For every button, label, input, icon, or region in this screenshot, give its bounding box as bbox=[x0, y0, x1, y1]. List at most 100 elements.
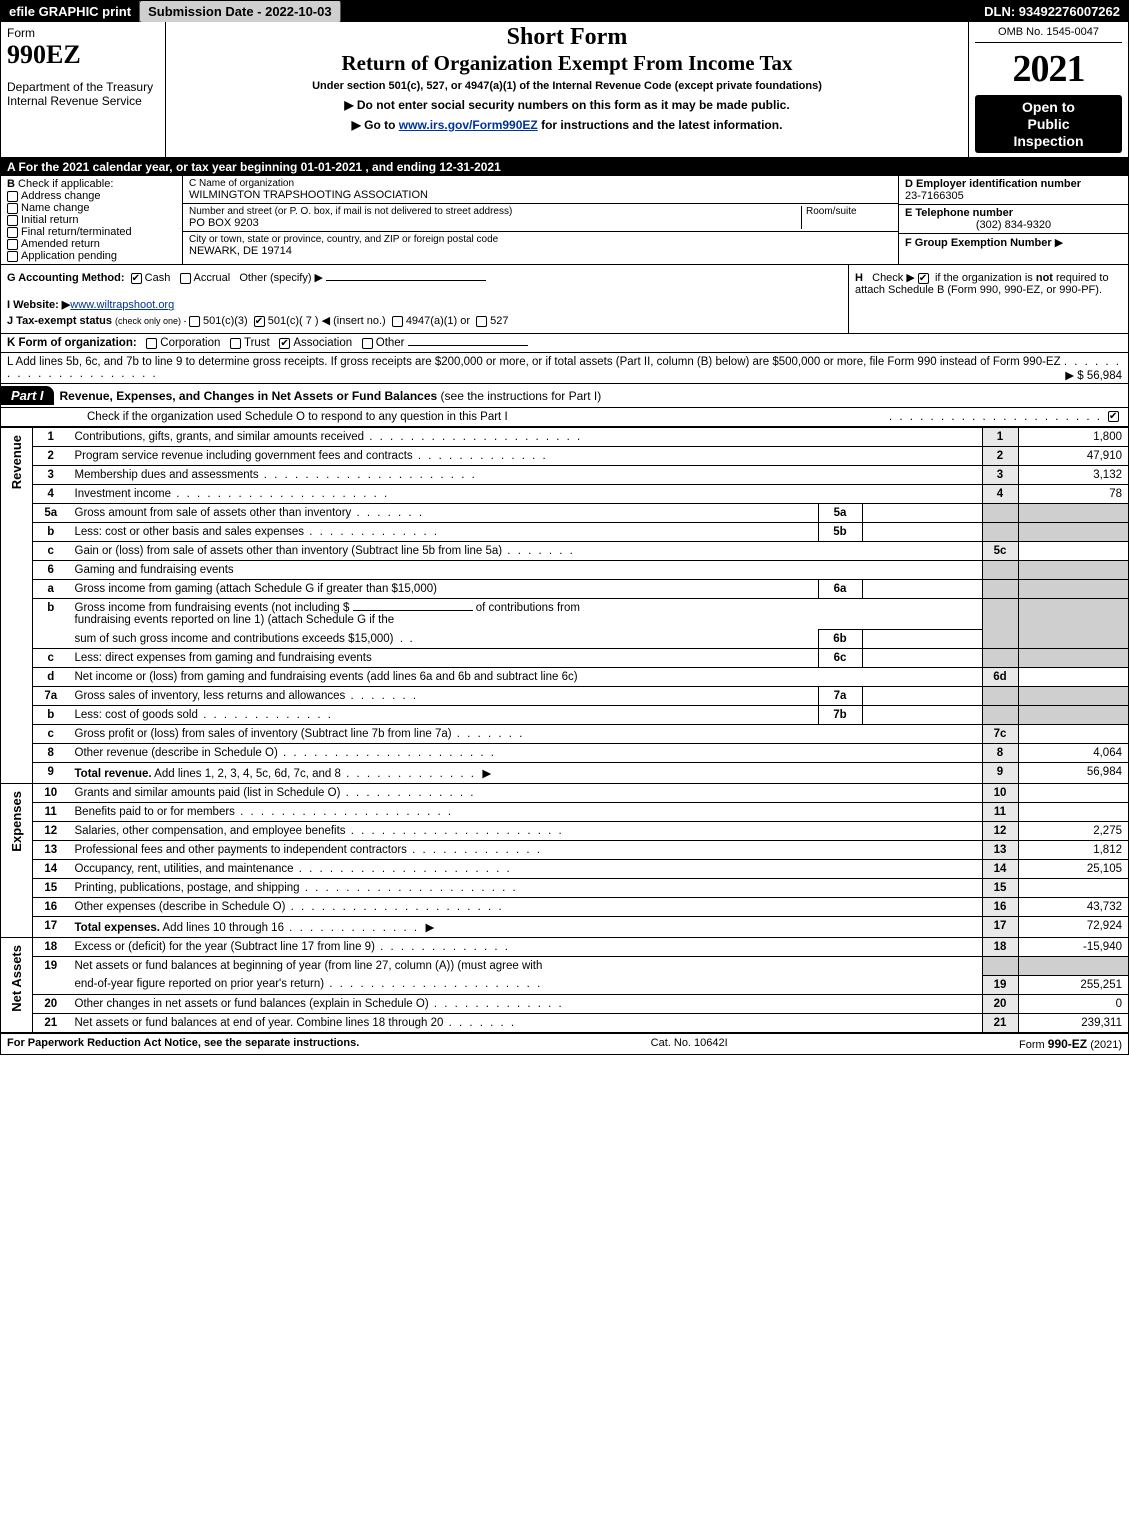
goto-line: ▶ Go to www.irs.gov/Form990EZ for instru… bbox=[172, 118, 962, 132]
cat-no: Cat. No. 10642I bbox=[651, 1037, 728, 1051]
check-other-org[interactable] bbox=[362, 338, 373, 349]
check-schedule-b[interactable] bbox=[918, 273, 929, 284]
amt-15 bbox=[1018, 879, 1128, 898]
org-name: WILMINGTON TRAPSHOOTING ASSOCIATION bbox=[189, 189, 892, 201]
row-l: L Add lines 5b, 6c, and 7b to line 9 to … bbox=[1, 353, 1128, 383]
amt-8: 4,064 bbox=[1018, 744, 1128, 763]
amt-3: 3,132 bbox=[1018, 466, 1128, 485]
check-address-change[interactable] bbox=[7, 191, 18, 202]
row-a-tax-year: A For the 2021 calendar year, or tax yea… bbox=[1, 158, 1128, 176]
open-to-public: Open to Public Inspection bbox=[975, 95, 1122, 153]
check-cash[interactable] bbox=[131, 273, 142, 284]
irs-link[interactable]: www.irs.gov/Form990EZ bbox=[399, 118, 538, 132]
side-expenses: Expenses bbox=[7, 787, 26, 856]
header-left: Form 990EZ Department of the Treasury In… bbox=[1, 22, 166, 157]
check-4947[interactable] bbox=[392, 316, 403, 327]
page-footer: For Paperwork Reduction Act Notice, see … bbox=[1, 1033, 1128, 1054]
col-def: D Employer identification number 23-7166… bbox=[898, 176, 1128, 264]
amt-7a bbox=[862, 687, 982, 706]
top-bar: efile GRAPHIC print Submission Date - 20… bbox=[1, 1, 1128, 22]
amt-12: 2,275 bbox=[1018, 822, 1128, 841]
row-k: K Form of organization: Corporation Trus… bbox=[1, 334, 1128, 353]
check-association[interactable] bbox=[279, 338, 290, 349]
main-table: Revenue 1 Contributions, gifts, grants, … bbox=[1, 427, 1128, 1033]
ein: 23-7166305 bbox=[905, 190, 1122, 202]
omb-number: OMB No. 1545-0047 bbox=[975, 26, 1122, 43]
check-accrual[interactable] bbox=[180, 273, 191, 284]
j-tax-exempt: J Tax-exempt status (check only one) - 5… bbox=[7, 314, 842, 327]
form-number: 990EZ bbox=[7, 40, 159, 70]
amt-11 bbox=[1018, 803, 1128, 822]
irs: Internal Revenue Service bbox=[7, 94, 159, 108]
side-net-assets: Net Assets bbox=[7, 941, 26, 1016]
section-gh: G Accounting Method: Cash Accrual Other … bbox=[1, 265, 1128, 334]
amt-4: 78 bbox=[1018, 485, 1128, 504]
amt-14: 25,105 bbox=[1018, 860, 1128, 879]
header-mid: Short Form Return of Organization Exempt… bbox=[166, 22, 968, 157]
col-b-checkboxes: B Check if applicable: Address change Na… bbox=[1, 176, 183, 264]
amt-5c bbox=[1018, 542, 1128, 561]
check-corporation[interactable] bbox=[146, 338, 157, 349]
amt-10 bbox=[1018, 784, 1128, 803]
check-name-change[interactable] bbox=[7, 203, 18, 214]
amt-16: 43,732 bbox=[1018, 898, 1128, 917]
part-1-check-row: Check if the organization used Schedule … bbox=[1, 408, 1128, 427]
amt-20: 0 bbox=[1018, 994, 1128, 1013]
short-form-title: Short Form bbox=[172, 24, 962, 51]
amt-6c bbox=[862, 649, 982, 668]
fundraising-amt-input[interactable] bbox=[353, 610, 473, 611]
amt-19: 255,251 bbox=[1018, 975, 1128, 994]
amt-9: 56,984 bbox=[1018, 763, 1128, 784]
header-right: OMB No. 1545-0047 2021 Open to Public In… bbox=[968, 22, 1128, 157]
part-1-title: Revenue, Expenses, and Changes in Net As… bbox=[60, 389, 602, 403]
under-section: Under section 501(c), 527, or 4947(a)(1)… bbox=[172, 80, 962, 92]
amt-7c bbox=[1018, 725, 1128, 744]
col-c-org: C Name of organization WILMINGTON TRAPSH… bbox=[183, 176, 898, 264]
dept-treasury: Department of the Treasury bbox=[7, 80, 159, 94]
amt-6d bbox=[1018, 668, 1128, 687]
check-501c3[interactable] bbox=[189, 316, 200, 327]
check-trust[interactable] bbox=[230, 338, 241, 349]
amt-13: 1,812 bbox=[1018, 841, 1128, 860]
side-revenue: Revenue bbox=[7, 431, 26, 493]
amt-5b bbox=[862, 523, 982, 542]
f-group-block: F Group Exemption Number ▶ bbox=[899, 234, 1128, 251]
part-1-label: Part I bbox=[1, 386, 54, 405]
col-h: H Check ▶ if the organization is not req… bbox=[848, 265, 1128, 333]
amt-18: -15,940 bbox=[1018, 938, 1128, 957]
check-final-return[interactable] bbox=[7, 227, 18, 238]
check-schedule-o[interactable] bbox=[1108, 411, 1119, 422]
amt-1: 1,800 bbox=[1018, 428, 1128, 447]
c-city-block: City or town, state or province, country… bbox=[183, 232, 898, 259]
check-initial-return[interactable] bbox=[7, 215, 18, 226]
phone: (302) 834-9320 bbox=[905, 219, 1122, 231]
other-specify-input[interactable] bbox=[326, 280, 486, 281]
c-name-block: C Name of organization WILMINGTON TRAPSH… bbox=[183, 176, 898, 204]
amt-21: 239,311 bbox=[1018, 1013, 1128, 1032]
room-suite: Room/suite bbox=[802, 206, 892, 229]
submission-date: Submission Date - 2022-10-03 bbox=[140, 1, 341, 22]
form-ref: Form 990-EZ (2021) bbox=[1019, 1037, 1122, 1051]
check-501c[interactable] bbox=[254, 316, 265, 327]
form-word: Form bbox=[7, 26, 159, 40]
d-ein-block: D Employer identification number 23-7166… bbox=[899, 176, 1128, 205]
form-header: Form 990EZ Department of the Treasury In… bbox=[1, 22, 1128, 158]
col-g: G Accounting Method: Cash Accrual Other … bbox=[1, 265, 848, 333]
part-1-bar: Part I Revenue, Expenses, and Changes in… bbox=[1, 383, 1128, 408]
check-application-pending[interactable] bbox=[7, 251, 18, 262]
c-street-block: Number and street (or P. O. box, if mail… bbox=[183, 204, 898, 232]
website-link[interactable]: www.wiltrapshoot.org bbox=[70, 299, 174, 311]
efile-print[interactable]: efile GRAPHIC print bbox=[1, 1, 140, 22]
other-org-input[interactable] bbox=[408, 345, 528, 346]
i-website: I Website: ▶www.wiltrapshoot.org bbox=[7, 298, 842, 311]
e-phone-block: E Telephone number (302) 834-9320 bbox=[899, 205, 1128, 234]
amt-7b bbox=[862, 706, 982, 725]
city-state-zip: NEWARK, DE 19714 bbox=[189, 245, 892, 257]
check-527[interactable] bbox=[476, 316, 487, 327]
dln: DLN: 93492276007262 bbox=[976, 1, 1128, 22]
g-accounting: G Accounting Method: Cash Accrual Other … bbox=[7, 271, 842, 284]
amt-5a bbox=[862, 504, 982, 523]
gross-receipts: ▶ $ 56,984 bbox=[1065, 368, 1122, 382]
check-amended[interactable] bbox=[7, 239, 18, 250]
amt-17: 72,924 bbox=[1018, 917, 1128, 938]
